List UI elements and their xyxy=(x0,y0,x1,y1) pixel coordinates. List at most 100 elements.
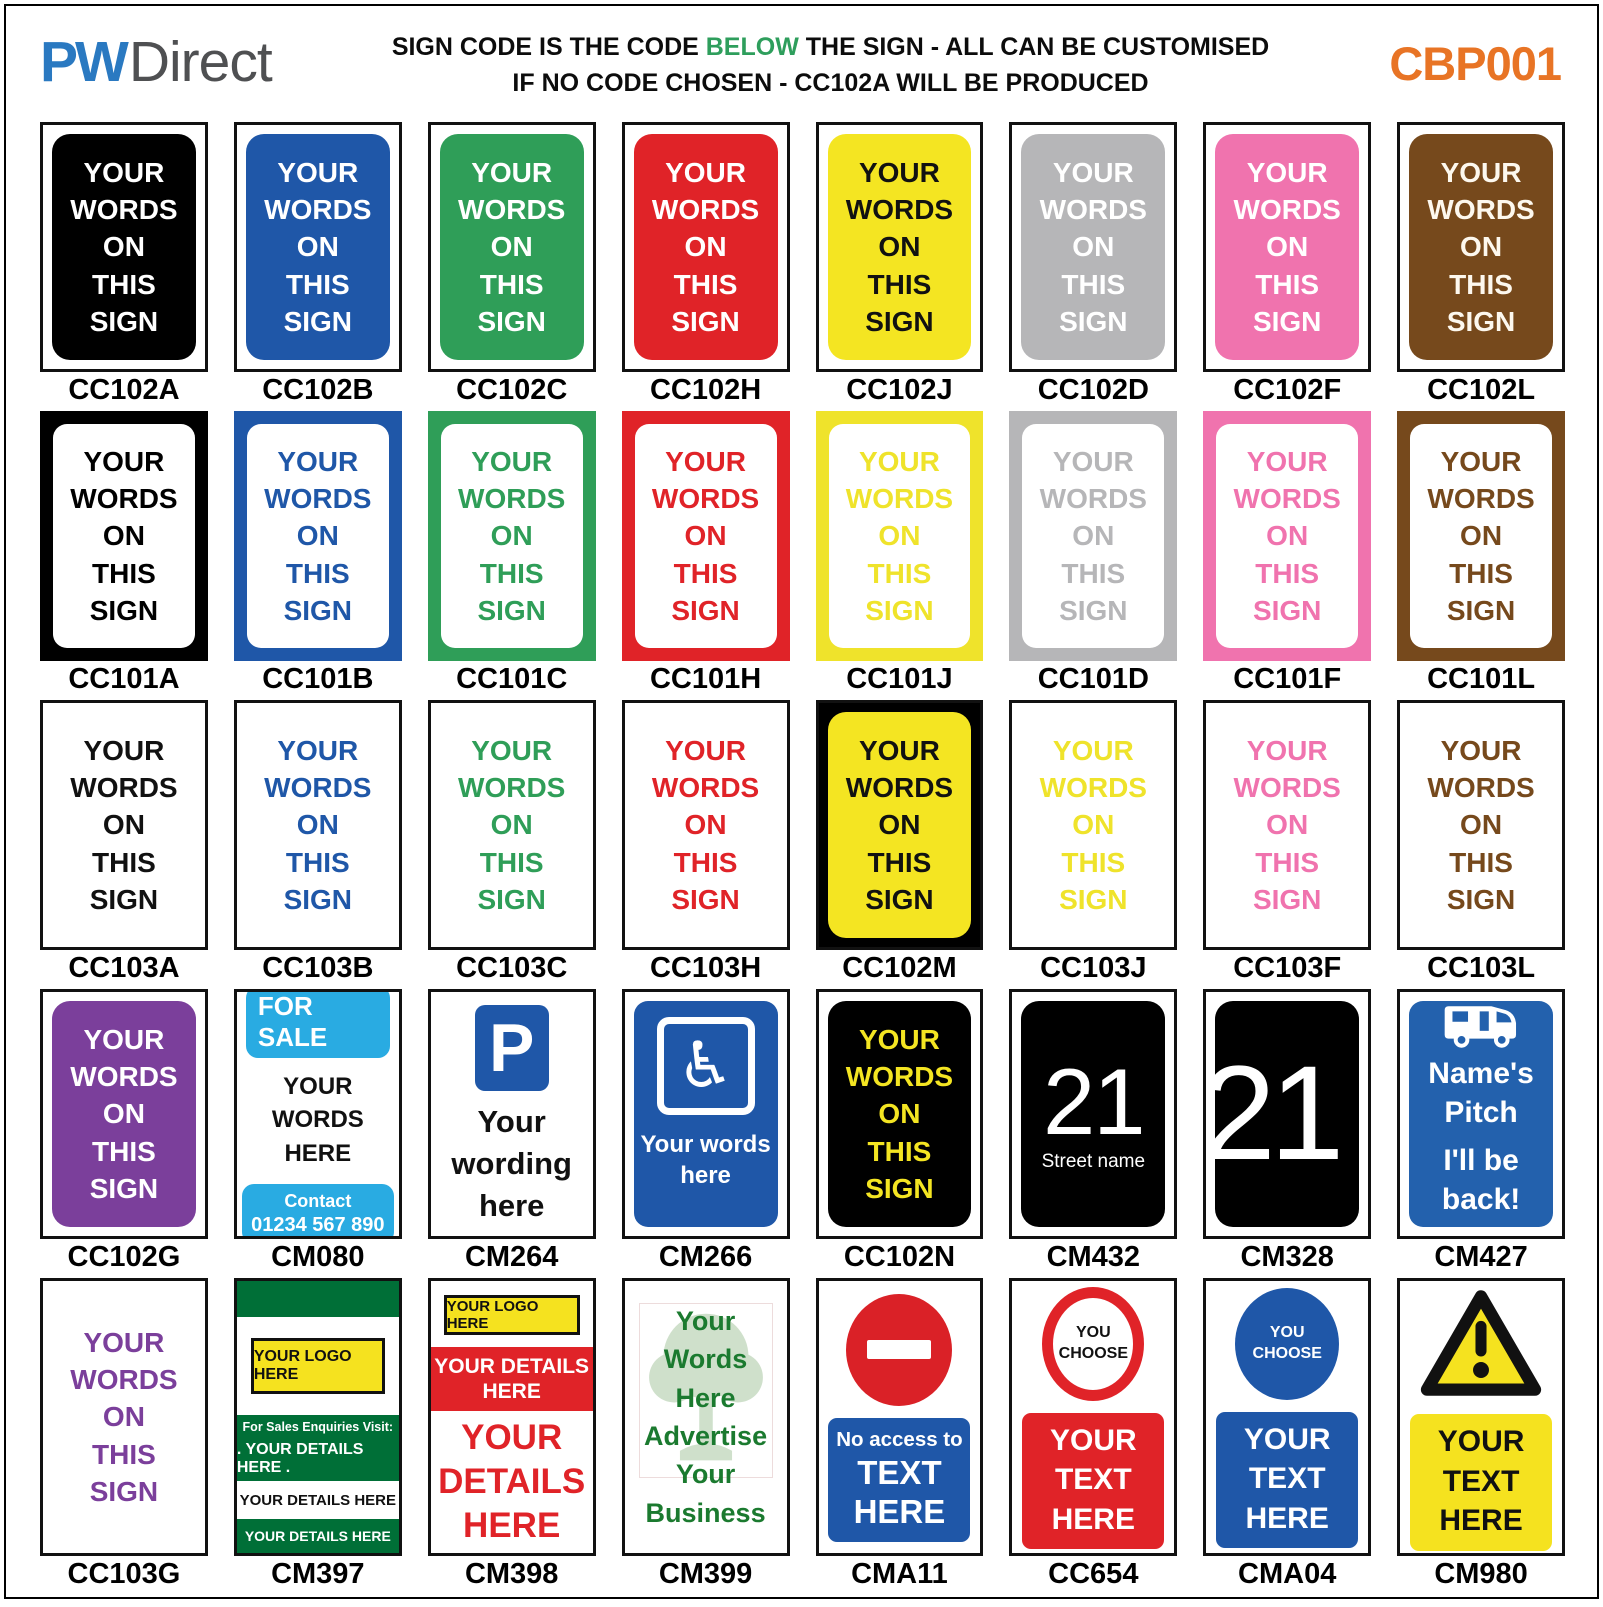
sign-preview: 21 Street name xyxy=(1009,989,1178,1239)
sign-text-line: WORDS xyxy=(70,1061,178,1093)
sign-code: CC102M xyxy=(842,951,957,984)
sign-preview: YOUR WORDS ON THIS SIGN xyxy=(427,122,596,372)
logo-placeholder: YOUR LOGO HERE xyxy=(250,1338,385,1394)
sign-text-line: WORDS xyxy=(845,194,954,226)
sign-code: CC102C xyxy=(456,373,568,406)
sign-panel: YOUR WORDS ON THIS SIGN xyxy=(634,424,777,648)
sign-text-line: THIS xyxy=(867,268,932,300)
sign-text-line: WORDS xyxy=(1039,194,1147,226)
sign-text-line: Words Here xyxy=(663,1344,748,1413)
sign-text-line: THIS xyxy=(1061,846,1126,878)
sign-text-line: I'll be xyxy=(1443,1144,1519,1177)
sign-preview: YOUR WORDS ON THIS SIGN xyxy=(40,700,208,950)
sign-code: CC103A xyxy=(68,951,180,984)
sign-text-line: THIS xyxy=(867,557,932,589)
sign-code: CC102L xyxy=(1427,373,1536,406)
sign-text-line: YOUR xyxy=(83,156,165,188)
details-band-line: YOUR DETAILS xyxy=(434,1354,590,1378)
sign-text-line: THIS xyxy=(92,846,156,878)
sign-text-line: SIGN xyxy=(89,883,159,915)
sign-text-line: ON xyxy=(296,231,339,263)
sign-panel: 21 xyxy=(1215,1001,1360,1227)
sign-text-line: WORDS xyxy=(1427,194,1535,226)
sign-preview: YOUR WORDS ON THIS SIGN xyxy=(233,122,402,372)
sign-text: YOUR WORDS ON THIS SIGN xyxy=(70,443,177,629)
sign-grid-row: YOUR WORDS ON THIS SIGN CC102A YOUR WORDS ON THIS… xyxy=(40,122,1565,408)
wheelchair-frame: ♿ xyxy=(656,1017,755,1115)
sign-text-line: SIGN xyxy=(1252,883,1322,915)
text-box-line: TEXT xyxy=(1054,1463,1132,1497)
sign-text-line: SIGN xyxy=(865,305,934,337)
house-number: 21 xyxy=(1215,1039,1344,1188)
sign-text-line: SIGN xyxy=(89,305,159,337)
sign-text-line: THIS xyxy=(673,846,738,878)
sign-text-line: YOUR xyxy=(83,445,165,477)
sign-text-line: THIS xyxy=(673,557,738,589)
sign-item-CM266: ♿ Your words here CM266 xyxy=(621,989,790,1275)
sign-item-CC103C: YOUR WORDS ON THIS SIGN CC103C xyxy=(427,700,596,986)
sign-text: YOUR WORDS ON THIS SIGN xyxy=(846,1021,953,1207)
sign-item-CC101F: YOUR WORDS ON THIS SIGN CC101F xyxy=(1203,411,1372,697)
sign-text-line: ON xyxy=(490,520,533,552)
sign-panel: YOUR WORDS ON THIS SIGN xyxy=(53,424,195,648)
sign-text-line: SIGN xyxy=(1059,883,1128,915)
sign-text-line: WORDS xyxy=(1233,194,1341,226)
sign-preview: YOUR WORDS ON THIS SIGN xyxy=(1203,122,1372,372)
text-box-line: TEXT xyxy=(1248,1462,1326,1496)
details-text: YOUR DETAILS HERE xyxy=(438,1416,585,1547)
sign-text-line: SIGN xyxy=(865,883,934,915)
sign-text-line: WORDS xyxy=(264,772,372,804)
sign-item-CM398: YOUR LOGO HERE YOUR DETAILS HERE YOUR DETAIL… xyxy=(427,1278,596,1592)
sign-text-line: Your xyxy=(675,1459,736,1490)
sign-code: CM266 xyxy=(658,1240,753,1273)
sign-text-line: THIS xyxy=(479,557,544,589)
sign-code: CC101C xyxy=(456,662,568,695)
sign-text-line: SIGN xyxy=(1252,305,1322,337)
sign-text-line: WORDS xyxy=(1039,483,1147,515)
sign-item-CC102A: YOUR WORDS ON THIS SIGN CC102A xyxy=(40,122,208,408)
sign-item-CM397: YOUR LOGO HERE For Sales Enquiries Visit:… xyxy=(233,1278,402,1592)
sign-text-line: YOUR xyxy=(83,734,165,766)
no-entry-bar xyxy=(867,1340,932,1360)
sign-preview: YOUR WORDS ON THIS SIGN xyxy=(1203,411,1372,661)
header-note-line1-prefix: SIGN CODE IS THE CODE xyxy=(391,33,706,61)
sign-text: YOUR WORDS ON THIS SIGN xyxy=(458,443,565,629)
sign-text-line: WORDS xyxy=(458,483,566,515)
enquiries-band: For Sales Enquiries Visit: . YOUR DETAILS… xyxy=(236,1415,399,1481)
sign-panel: YOUR WORDS ON THIS SIGN xyxy=(633,134,778,360)
sign-text-line: WORDS xyxy=(1427,772,1535,804)
sign-preview: YOUR WORDS ON THIS SIGN xyxy=(815,700,984,950)
sign-text-line: YOUR xyxy=(1440,734,1522,766)
text-box-line: YOUR xyxy=(1049,1423,1137,1457)
sign-text-line: THIS xyxy=(1061,268,1126,300)
contact-number: 01234 567 890 xyxy=(251,1214,385,1237)
sign-code: CC654 xyxy=(1048,1557,1139,1590)
sign-text: I'll be back! xyxy=(1442,1141,1520,1219)
brand-logo-direct: Direct xyxy=(128,30,273,94)
sign-text-line: THIS xyxy=(285,557,350,589)
sign-code: CC102D xyxy=(1037,373,1149,406)
sign-text-line: ON xyxy=(1460,809,1503,841)
sign-text: YOUR WORDS ON THIS SIGN xyxy=(70,154,177,340)
sign-item-CC102D: YOUR WORDS ON THIS SIGN CC102D xyxy=(1009,122,1178,408)
sign-text-line: SIGN xyxy=(477,883,546,915)
sign-text: Your words here xyxy=(640,1129,770,1191)
sign-text-line: ON xyxy=(684,809,727,841)
sign-text: YOUR WORDS ON THIS SIGN xyxy=(846,732,953,918)
sign-code: CM980 xyxy=(1434,1557,1528,1590)
sign-text-line: ON xyxy=(1266,520,1309,552)
sign-text-line: Pitch xyxy=(1444,1096,1518,1129)
sign-text-line: YOUR xyxy=(83,1023,165,1055)
sign-item-CC102F: YOUR WORDS ON THIS SIGN CC102F xyxy=(1203,122,1372,408)
sign-code: CC103L xyxy=(1427,951,1536,984)
sign-text-line: WORDS xyxy=(651,483,760,515)
sign-text-line: WORDS xyxy=(1427,483,1535,515)
tree-watermark xyxy=(638,1303,773,1478)
sign-text-line: SIGN xyxy=(1446,305,1516,337)
sign-text-line: ON xyxy=(490,231,533,263)
sign-code: CC101J xyxy=(846,662,953,695)
sign-text-line: Business xyxy=(645,1497,766,1528)
sign-text-line: Your words xyxy=(640,1131,771,1158)
sign-text-line: WORDS xyxy=(845,483,954,515)
sign-text-line: ON xyxy=(102,1098,145,1130)
